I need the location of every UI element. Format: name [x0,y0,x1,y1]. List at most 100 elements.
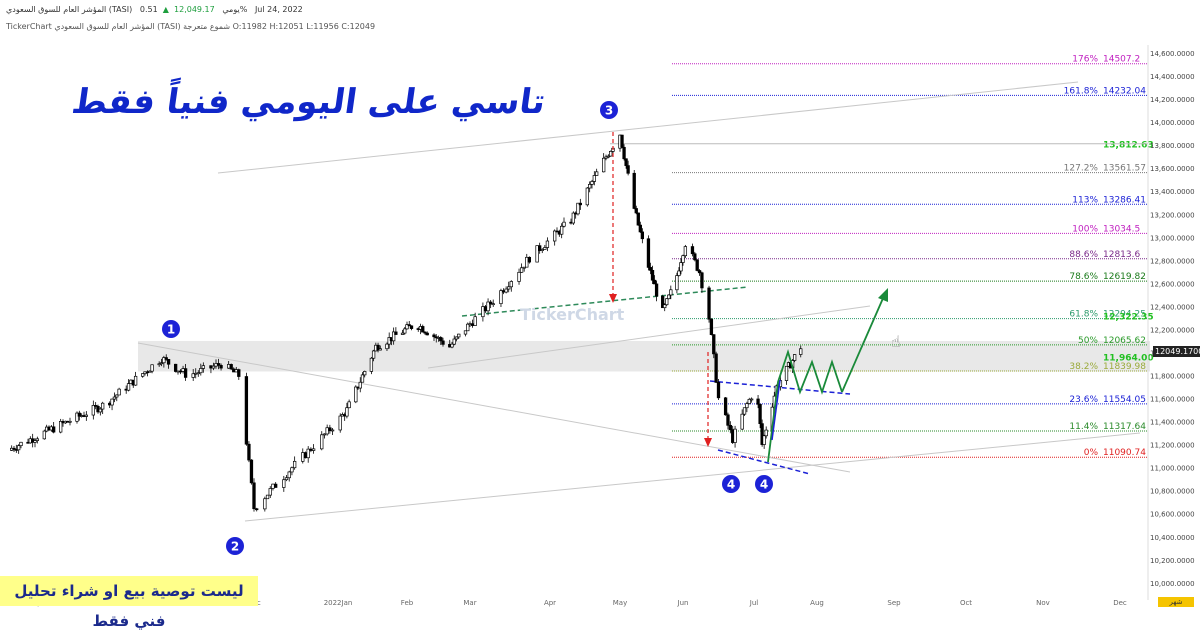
y-tick-label: 11,200.0000 [1150,442,1195,450]
y-tick-label: 14,600.0000 [1150,50,1195,58]
y-tick-label: 10,000.0000 [1150,580,1195,588]
symbol-name: المؤشر العام للسوق السعودي (TASI) [6,5,133,14]
candle-body [309,448,313,451]
candle-body [764,429,768,437]
wave-marker-label: 3 [605,104,613,118]
wave-marker-circle [226,537,244,555]
x-tick-label: Jun [677,599,689,607]
candle-body [707,287,711,320]
fib-level-value: 12813.6 [1103,250,1140,260]
candle-body [98,408,102,413]
candle-body [509,281,513,288]
candle-body [284,477,289,481]
candle-body [525,256,529,268]
fib-level-value: 13286.41 [1103,195,1146,205]
candle-body [166,359,171,365]
chart-title: تاسي على اليومي فنياً فقط [69,82,549,122]
candle-body [391,331,396,342]
candle-body [799,348,803,355]
candle-body [640,231,645,240]
fib-level-percent: 38.2% [1069,362,1098,372]
candle-body [271,483,275,489]
candle-body [421,326,425,333]
candle-body [726,414,730,426]
candle-body [562,221,566,227]
ohlc-subline: TickerChart المؤشر العام للسوق السعودي (… [6,22,376,31]
candle-body [229,364,233,370]
candle-body [622,146,626,160]
candle-body [740,413,744,430]
candle-body [325,427,329,435]
candle-body [522,266,526,269]
candle-body [535,245,539,263]
interval-label: يومي [222,5,240,14]
candle-body [35,438,39,441]
price-level-label: 12,322.35 [1103,312,1154,322]
y-tick-label: 12,200.0000 [1150,326,1195,334]
candle-body [345,407,349,417]
candle-body [560,225,564,235]
y-tick-label: 13,400.0000 [1150,188,1195,196]
candle-body [473,316,477,326]
period-selector[interactable]: شهر [1158,597,1194,607]
candle-body [173,363,178,372]
candle-body [385,343,389,350]
candle-body [693,253,697,261]
candle-body [358,381,362,389]
candle-body [585,187,589,206]
candle-body [301,452,305,462]
candle-body [527,256,532,263]
candle-body [405,324,409,330]
price-level-label: 11,964.00 [1103,354,1154,364]
candle-body [338,415,342,431]
candle-body [244,376,249,445]
watermark-text: TickerChart [520,305,625,324]
y-tick-label: 10,200.0000 [1150,557,1195,565]
candle-body [604,156,608,159]
fib-level-value: 12294.25 [1103,310,1146,320]
candle-body [463,330,468,335]
wave-marker-circle [722,475,740,493]
fib-level-percent: 61.8% [1069,310,1098,320]
candle-body [756,398,760,405]
candle-body [450,343,454,348]
x-tick-label: Apr [544,599,556,607]
projection-arrow-head [878,288,888,302]
candle-body [33,440,37,443]
candle-body [588,183,592,189]
candle-body [196,372,200,375]
fib-level-value: 11090.74 [1103,448,1146,458]
candle-body [543,247,547,250]
candle-body [762,435,766,445]
candle-body [758,403,762,425]
candle-body [162,357,166,364]
wave-marker-circle [755,475,773,493]
candle-body [211,365,216,369]
candle-body [110,398,114,406]
candle-body [400,332,405,335]
candle-body [84,414,88,417]
candle-body [12,447,16,450]
wave-marker-label: 2 [231,540,239,554]
candle-body [378,348,382,351]
candle-body [545,240,550,248]
thumbs-up-icon: ☝ [891,332,901,351]
x-tick-label: Feb [401,599,414,607]
candle-body [311,448,316,451]
y-tick-label: 10,400.0000 [1150,534,1195,542]
candle-body [638,224,642,233]
candle-body [695,259,699,271]
candle-body [133,375,138,386]
candle-body [347,401,351,409]
chart-header: المؤشر العام للسوق السعودي (TASI) يومي 1… [6,5,303,14]
fib-level-percent: 176% [1072,55,1098,65]
change-percent: 0.51% [139,5,248,14]
y-tick-label: 10,800.0000 [1150,488,1195,496]
candle-body [150,364,154,372]
candle-body [700,272,704,289]
candle-body [745,403,749,409]
candle-body [792,354,797,361]
candle-body [483,306,488,312]
fib-level-percent: 23.6% [1069,395,1098,405]
candle-body [457,333,461,338]
